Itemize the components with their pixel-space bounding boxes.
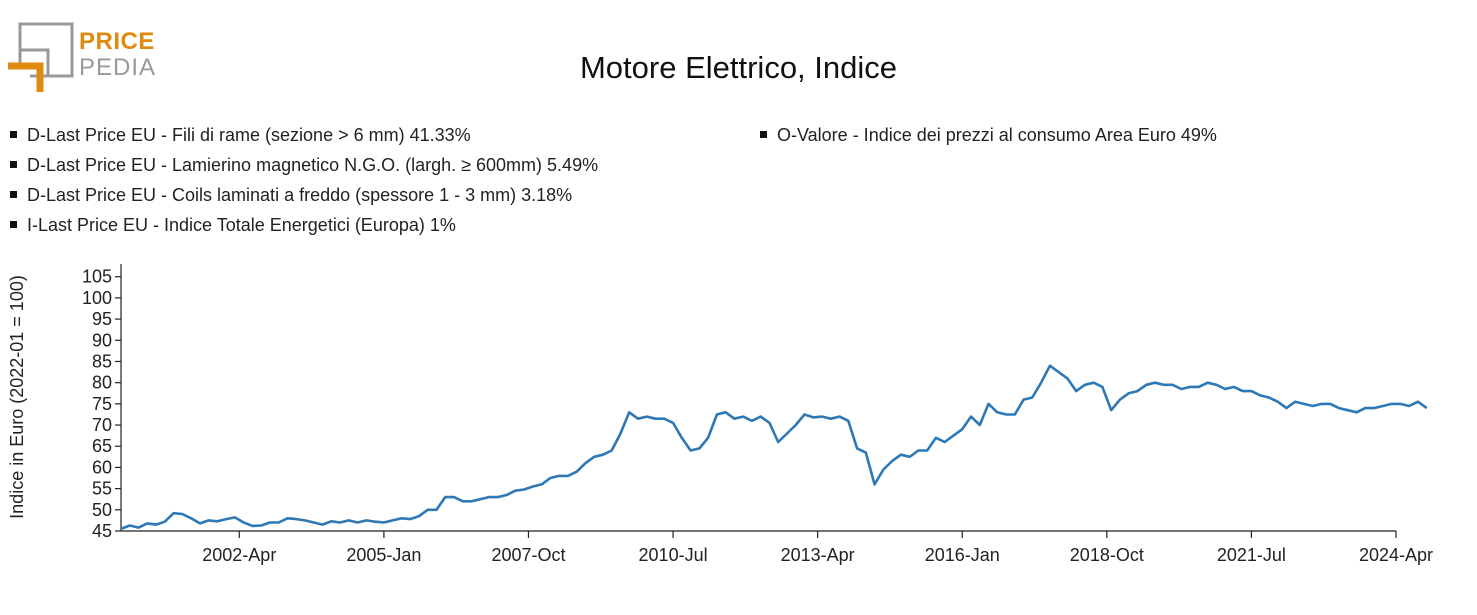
y-tick-label: 45 (92, 521, 112, 541)
legend-item-label: I-Last Price EU - Indice Totale Energeti… (27, 215, 456, 235)
legend-item-label: D-Last Price EU - Lamierino magnetico N.… (27, 155, 599, 175)
legend-marker-icon (10, 160, 17, 168)
legend-item: D-Last Price EU - Coils laminati a fredd… (10, 180, 598, 210)
legend-marker-icon (10, 220, 17, 228)
legend-marker-icon (760, 130, 767, 138)
y-axis-label: Indice in Euro (2022-01 = 100) (7, 275, 27, 519)
x-tick-label: 2005-Jan (346, 545, 421, 565)
y-tick-label: 90 (92, 330, 112, 350)
legend-left: D-Last Price EU - Fili di rame (sezione … (10, 120, 598, 240)
y-tick-label: 95 (92, 309, 112, 329)
logo-word-pedia: PEDIA (79, 54, 157, 81)
y-tick-label: 70 (92, 415, 112, 435)
y-tick-label: 105 (82, 267, 112, 287)
y-tick-label: 85 (92, 351, 112, 371)
legend-item-label: D-Last Price EU - Coils laminati a fredd… (27, 185, 573, 205)
legend-item-label: D-Last Price EU - Fili di rame (sezione … (27, 125, 471, 145)
y-tick-label: 100 (82, 288, 112, 308)
x-tick-label: 2021-Jul (1217, 545, 1286, 565)
logo-word-price: PRICE (79, 28, 155, 55)
legend-item: D-Last Price EU - Lamierino magnetico N.… (10, 150, 598, 180)
legend-right: O-Valore - Indice dei prezzi al consumo … (760, 120, 1217, 150)
y-tick-label: 65 (92, 436, 112, 456)
x-tick-label: 2016-Jan (925, 545, 1000, 565)
x-tick-label: 2024-Apr (1359, 545, 1433, 565)
series-layer (120, 364, 1428, 531)
x-tick-label: 2010-Jul (639, 545, 708, 565)
x-tick-label: 2013-Apr (781, 545, 855, 565)
legend-item: O-Valore - Indice dei prezzi al consumo … (760, 120, 1217, 150)
y-tick-label: 75 (92, 394, 112, 414)
y-tick-label: 55 (92, 479, 112, 499)
legend-item: I-Last Price EU - Indice Totale Energeti… (10, 210, 598, 240)
legend-item: D-Last Price EU - Fili di rame (sezione … (10, 120, 598, 150)
x-tick-label: 2002-Apr (202, 545, 276, 565)
y-tick-label: 60 (92, 457, 112, 477)
series-line (120, 364, 1428, 531)
x-axis: 2002-Apr 2005-Jan 2007-Oct 2010-Jul 2013-Apr… (121, 530, 1433, 565)
legend-marker-icon (10, 130, 17, 138)
x-tick-label: 2018-Oct (1070, 545, 1144, 565)
logo-mark-icon (8, 22, 74, 92)
pricepedia-logo: PRICE PEDIA (6, 22, 166, 94)
x-tick-label: 2007-Oct (491, 545, 565, 565)
legend-item-label: O-Valore - Indice dei prezzi al consumo … (777, 125, 1217, 145)
y-tick-label: 50 (92, 500, 112, 520)
y-tick-label: 80 (92, 373, 112, 393)
legend-marker-icon (10, 190, 17, 198)
chart-title: Motore Elettrico, Indice (579, 50, 898, 85)
